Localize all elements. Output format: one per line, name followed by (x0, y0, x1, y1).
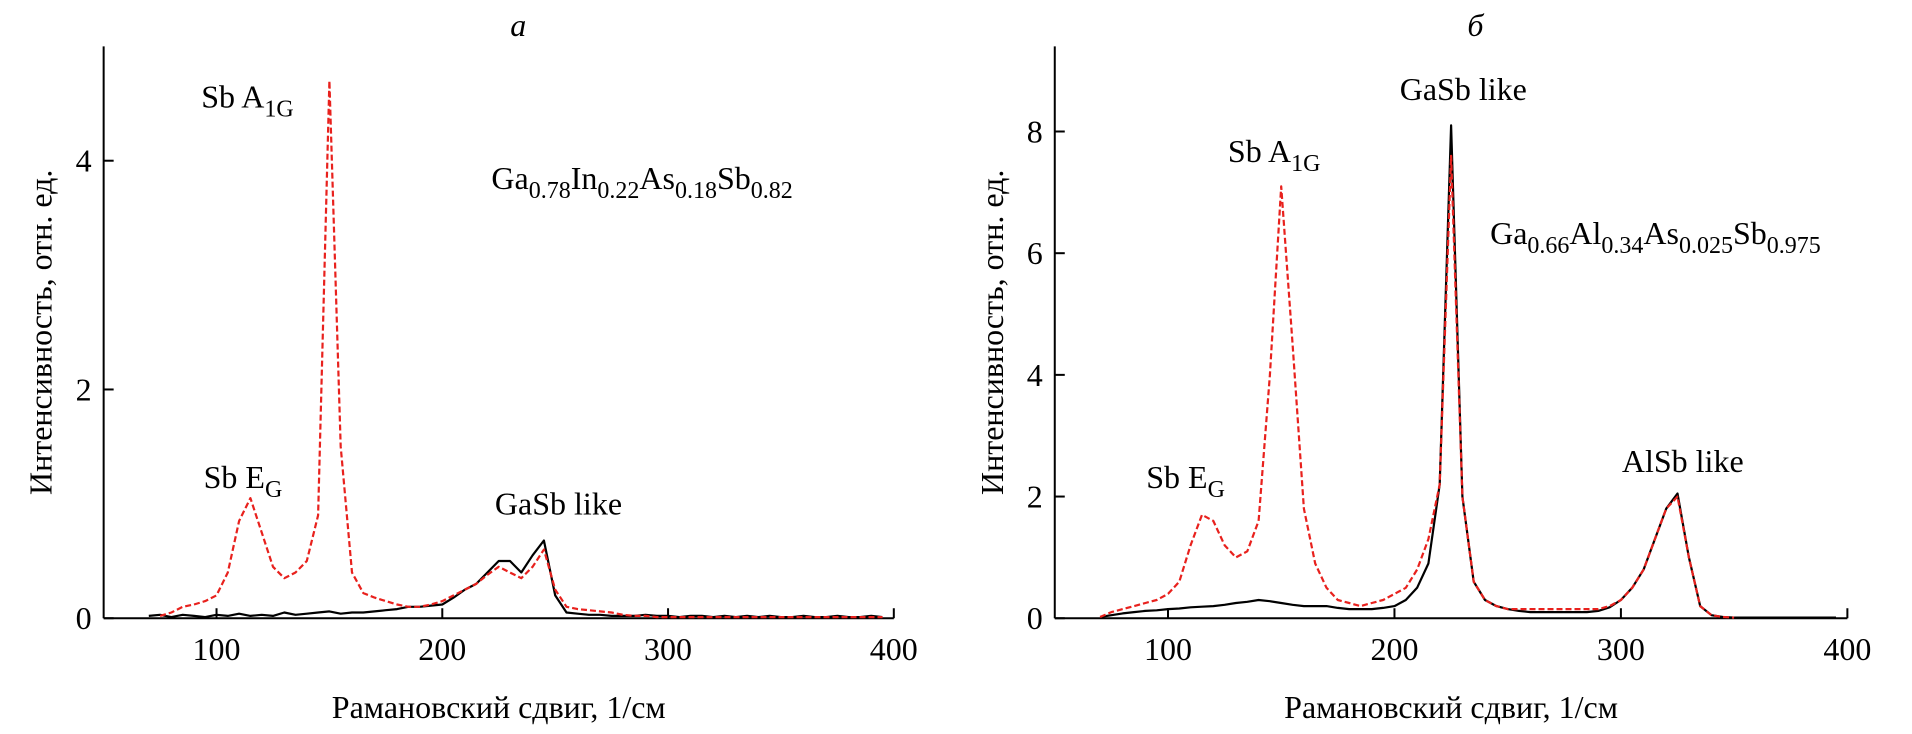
annotation-text: AlSb like (1622, 443, 1744, 479)
annotation: GaSb like (1400, 71, 1527, 107)
annotation-subscript: 0.78 (529, 178, 571, 204)
annotation: Sb A1G (201, 78, 293, 122)
annotation: GaSb like (495, 486, 622, 522)
annotation-subscript: 0.22 (597, 178, 639, 204)
annotation-text: Ga (491, 160, 528, 196)
annotation: Ga0.78In0.22As0.18Sb0.82 (491, 160, 792, 204)
x-tick-label: 200 (418, 631, 466, 667)
x-tick-label: 400 (870, 631, 918, 667)
x-tick-label: 300 (644, 631, 692, 667)
x-axis-label: Рамановский сдвиг, 1/см (332, 689, 666, 725)
annotation-subscript: 1G (1291, 151, 1320, 177)
series-line (1099, 154, 1735, 619)
series-line (159, 79, 883, 619)
y-tick-label: 8 (1027, 114, 1043, 150)
annotation-text: As (639, 160, 675, 196)
annotation: Ga0.66Al0.34As0.025Sb0.975 (1490, 215, 1821, 259)
panel-title: а (510, 7, 526, 43)
series-line (1099, 124, 1836, 619)
y-tick-label: 4 (1027, 357, 1043, 393)
annotation: Sb EG (204, 459, 283, 503)
annotation-subscript: 0.18 (675, 178, 717, 204)
annotation-subscript: 0.82 (751, 178, 793, 204)
x-tick-label: 400 (1823, 631, 1871, 667)
annotation: AlSb like (1622, 443, 1744, 479)
x-tick-label: 100 (1144, 631, 1192, 667)
y-tick-label: 6 (1027, 235, 1043, 271)
x-tick-label: 200 (1370, 631, 1418, 667)
y-axis-label: Интенсивность, отн. ед. (974, 170, 1010, 495)
y-tick-label: 0 (1027, 600, 1043, 636)
annotation-subscript: 0.975 (1767, 233, 1821, 259)
x-tick-label: 100 (193, 631, 241, 667)
annotation-subscript: 1G (264, 96, 293, 122)
annotation-text: Sb E (204, 459, 265, 495)
x-axis-label: Рамановский сдвиг, 1/см (1284, 689, 1618, 725)
panel: а 100 200 300 400 0 2 4 Рамановский сдвиг, 1/см И… (23, 7, 918, 725)
annotation-text: GaSb like (1400, 71, 1527, 107)
y-tick-label: 0 (76, 600, 92, 636)
y-tick-label: 4 (76, 143, 92, 179)
annotation-subscript: 0.66 (1527, 233, 1569, 259)
panel-title: б (1467, 7, 1484, 43)
y-tick-label: 2 (76, 371, 92, 407)
annotation-subscript: 0.025 (1679, 233, 1733, 259)
annotation-text: Sb (717, 160, 751, 196)
y-tick-label: 2 (1027, 479, 1043, 515)
x-tick-label: 300 (1597, 631, 1645, 667)
y-axis-label: Интенсивность, отн. ед. (23, 170, 59, 495)
annotation-text: Sb A (201, 78, 264, 114)
annotation-text: Sb E (1146, 459, 1207, 495)
annotation-text: Al (1569, 215, 1601, 251)
annotation-text: Ga (1490, 215, 1527, 251)
annotation-text: Sb A (1228, 133, 1291, 169)
series-line (148, 539, 883, 619)
annotation-text: GaSb like (495, 486, 622, 522)
annotation: Sb EG (1146, 459, 1225, 503)
annotation-subscript: 0.34 (1601, 233, 1643, 259)
annotation-text: Sb (1733, 215, 1767, 251)
panel: б 100 200 300 400 0 2 4 6 8 Рамановский сдвиг, 1/с… (974, 7, 1872, 725)
annotation-subscript: G (1208, 477, 1225, 503)
annotation-text: As (1643, 215, 1679, 251)
annotation: Sb A1G (1228, 133, 1320, 177)
annotation-subscript: G (265, 477, 282, 503)
annotation-text: In (571, 160, 598, 196)
